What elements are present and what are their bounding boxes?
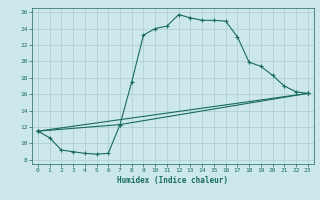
X-axis label: Humidex (Indice chaleur): Humidex (Indice chaleur) xyxy=(117,176,228,185)
